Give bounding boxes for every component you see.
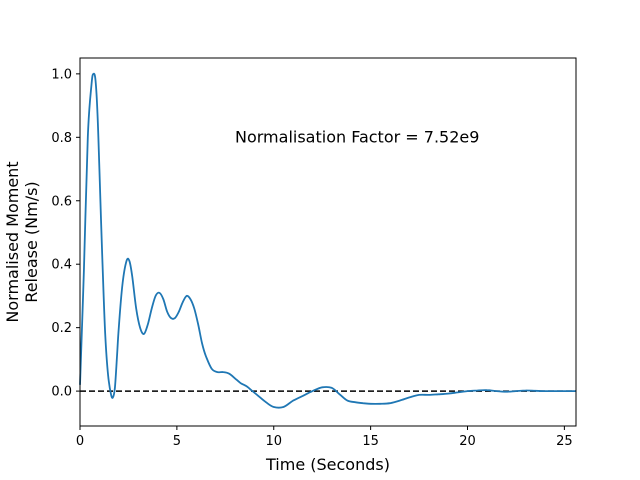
y-tick-label: 0.6 [51, 194, 72, 209]
x-ticks: 0 5 10 15 20 25 [76, 426, 573, 449]
plot-area [80, 58, 576, 426]
y-axis-label-line-2: Release (Nm/s) [22, 181, 41, 302]
x-tick-label: 0 [76, 434, 84, 449]
x-tick-label: 15 [362, 434, 379, 449]
series-layer [79, 72, 576, 409]
series-line-0 [79, 72, 576, 409]
y-tick-label: 1.0 [51, 67, 72, 82]
y-tick-label: 0.2 [51, 321, 72, 336]
x-tick-label: 5 [173, 434, 181, 449]
y-axis-label-line-1: Normalised Moment [3, 161, 22, 322]
x-axis-label: Time (Seconds) [265, 455, 390, 474]
x-tick-label: 25 [556, 434, 573, 449]
x-tick-label: 10 [265, 434, 282, 449]
normalisation-factor-annotation: Normalisation Factor = 7.52e9 [235, 127, 479, 146]
y-ticks: 0.0 0.2 0.4 0.6 0.8 1.0 [51, 67, 80, 400]
y-tick-label: 0.4 [51, 258, 72, 273]
x-tick-label: 20 [459, 434, 476, 449]
y-axis-label: Normalised Moment Release (Nm/s) [3, 161, 41, 322]
plot-frame [79, 57, 577, 427]
y-tick-label: 0.0 [51, 385, 72, 400]
y-tick-label: 0.8 [51, 131, 72, 146]
